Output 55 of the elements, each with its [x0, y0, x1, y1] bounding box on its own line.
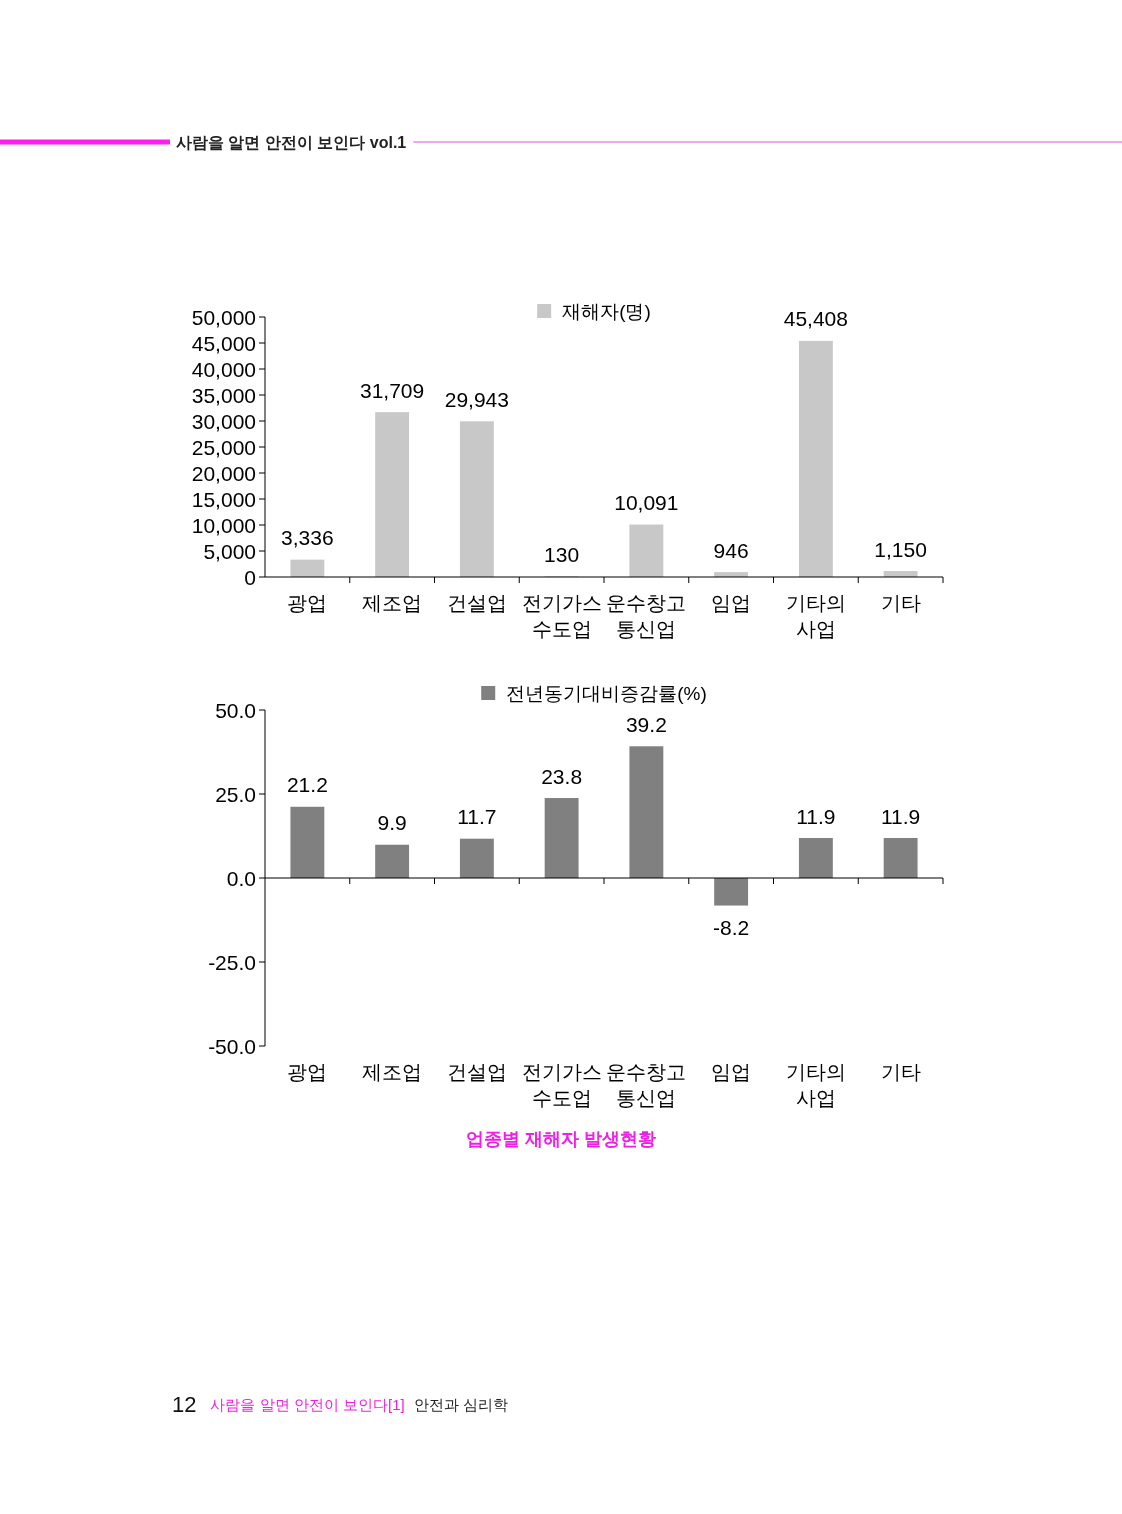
x-tick-label: 임업	[711, 592, 752, 614]
data-label: -8.2	[713, 916, 750, 940]
legend-label: 재해자(명)	[562, 300, 651, 322]
x-tick-label: 전기가스 수도업	[521, 592, 602, 640]
y-tick-label: 15,000	[191, 487, 256, 511]
data-label: 10,091	[614, 491, 679, 515]
y-tick-label: 25.0	[215, 782, 256, 806]
data-label: 3,336	[281, 526, 334, 550]
data-label: 9.9	[377, 811, 407, 835]
data-label: 31,709	[360, 378, 425, 402]
x-tick-label: 임업	[711, 1061, 752, 1083]
data-label: 946	[713, 538, 749, 562]
y-tick-label: -50.0	[208, 1034, 256, 1058]
legend-label: 전년동기대비증감률(%)	[506, 682, 707, 704]
y-tick-label: 50,000	[191, 305, 256, 329]
y-tick-label: 0	[244, 565, 256, 589]
y-tick-label: 45,000	[191, 331, 256, 355]
header: 사람을 알면 안전이 보인다 vol.1	[176, 133, 407, 151]
y-tick-label: 20,000	[191, 461, 256, 485]
y-tick-label: -25.0	[208, 950, 256, 974]
data-label: 11.9	[796, 804, 836, 828]
caption: 업종별 재해자 발생현황	[466, 1129, 656, 1149]
y-tick-label: 40,000	[191, 357, 256, 381]
y-tick-label: 35,000	[191, 383, 256, 407]
x-tick-label: 기타의 사업	[785, 592, 846, 640]
x-tick-label: 운수창고 통신업	[606, 592, 687, 640]
x-tick-label: 운수창고 통신업	[606, 1061, 687, 1109]
data-label: 29,943	[444, 387, 509, 411]
y-tick-label: 10,000	[191, 513, 256, 537]
footer: 12	[172, 1391, 197, 1417]
data-label: 11.9	[880, 804, 921, 828]
x-tick-label: 광업	[287, 592, 328, 614]
x-tick-label: 기타	[880, 1061, 921, 1083]
x-tick-label: 건설업	[446, 592, 507, 614]
x-tick-label: 건설업	[446, 1061, 507, 1083]
data-label: 11.7	[457, 805, 497, 829]
data-label: 21.2	[286, 773, 328, 797]
x-tick-label: 제조업	[362, 592, 423, 614]
y-tick-label: 50.0	[215, 698, 256, 722]
footer: 사람을 알면 안전이 보인다[1]	[210, 1395, 405, 1413]
x-tick-label: 제조업	[362, 1061, 423, 1083]
x-tick-label: 기타	[880, 592, 921, 614]
x-tick-label: 전기가스 수도업	[521, 1061, 602, 1109]
y-tick-label: 0.0	[226, 866, 256, 890]
footer: 안전과 심리학	[413, 1395, 508, 1413]
x-tick-label: 광업	[287, 1061, 328, 1083]
data-label: 45,408	[783, 307, 848, 331]
y-tick-label: 25,000	[191, 435, 256, 459]
y-tick-label: 30,000	[191, 409, 256, 433]
data-label: 39.2	[625, 712, 667, 736]
data-label: 1,150	[874, 537, 927, 561]
x-tick-label: 기타의 사업	[785, 1061, 846, 1109]
data-label: 23.8	[541, 764, 583, 788]
y-tick-label: 5,000	[203, 539, 256, 563]
data-label: 130	[544, 542, 580, 566]
